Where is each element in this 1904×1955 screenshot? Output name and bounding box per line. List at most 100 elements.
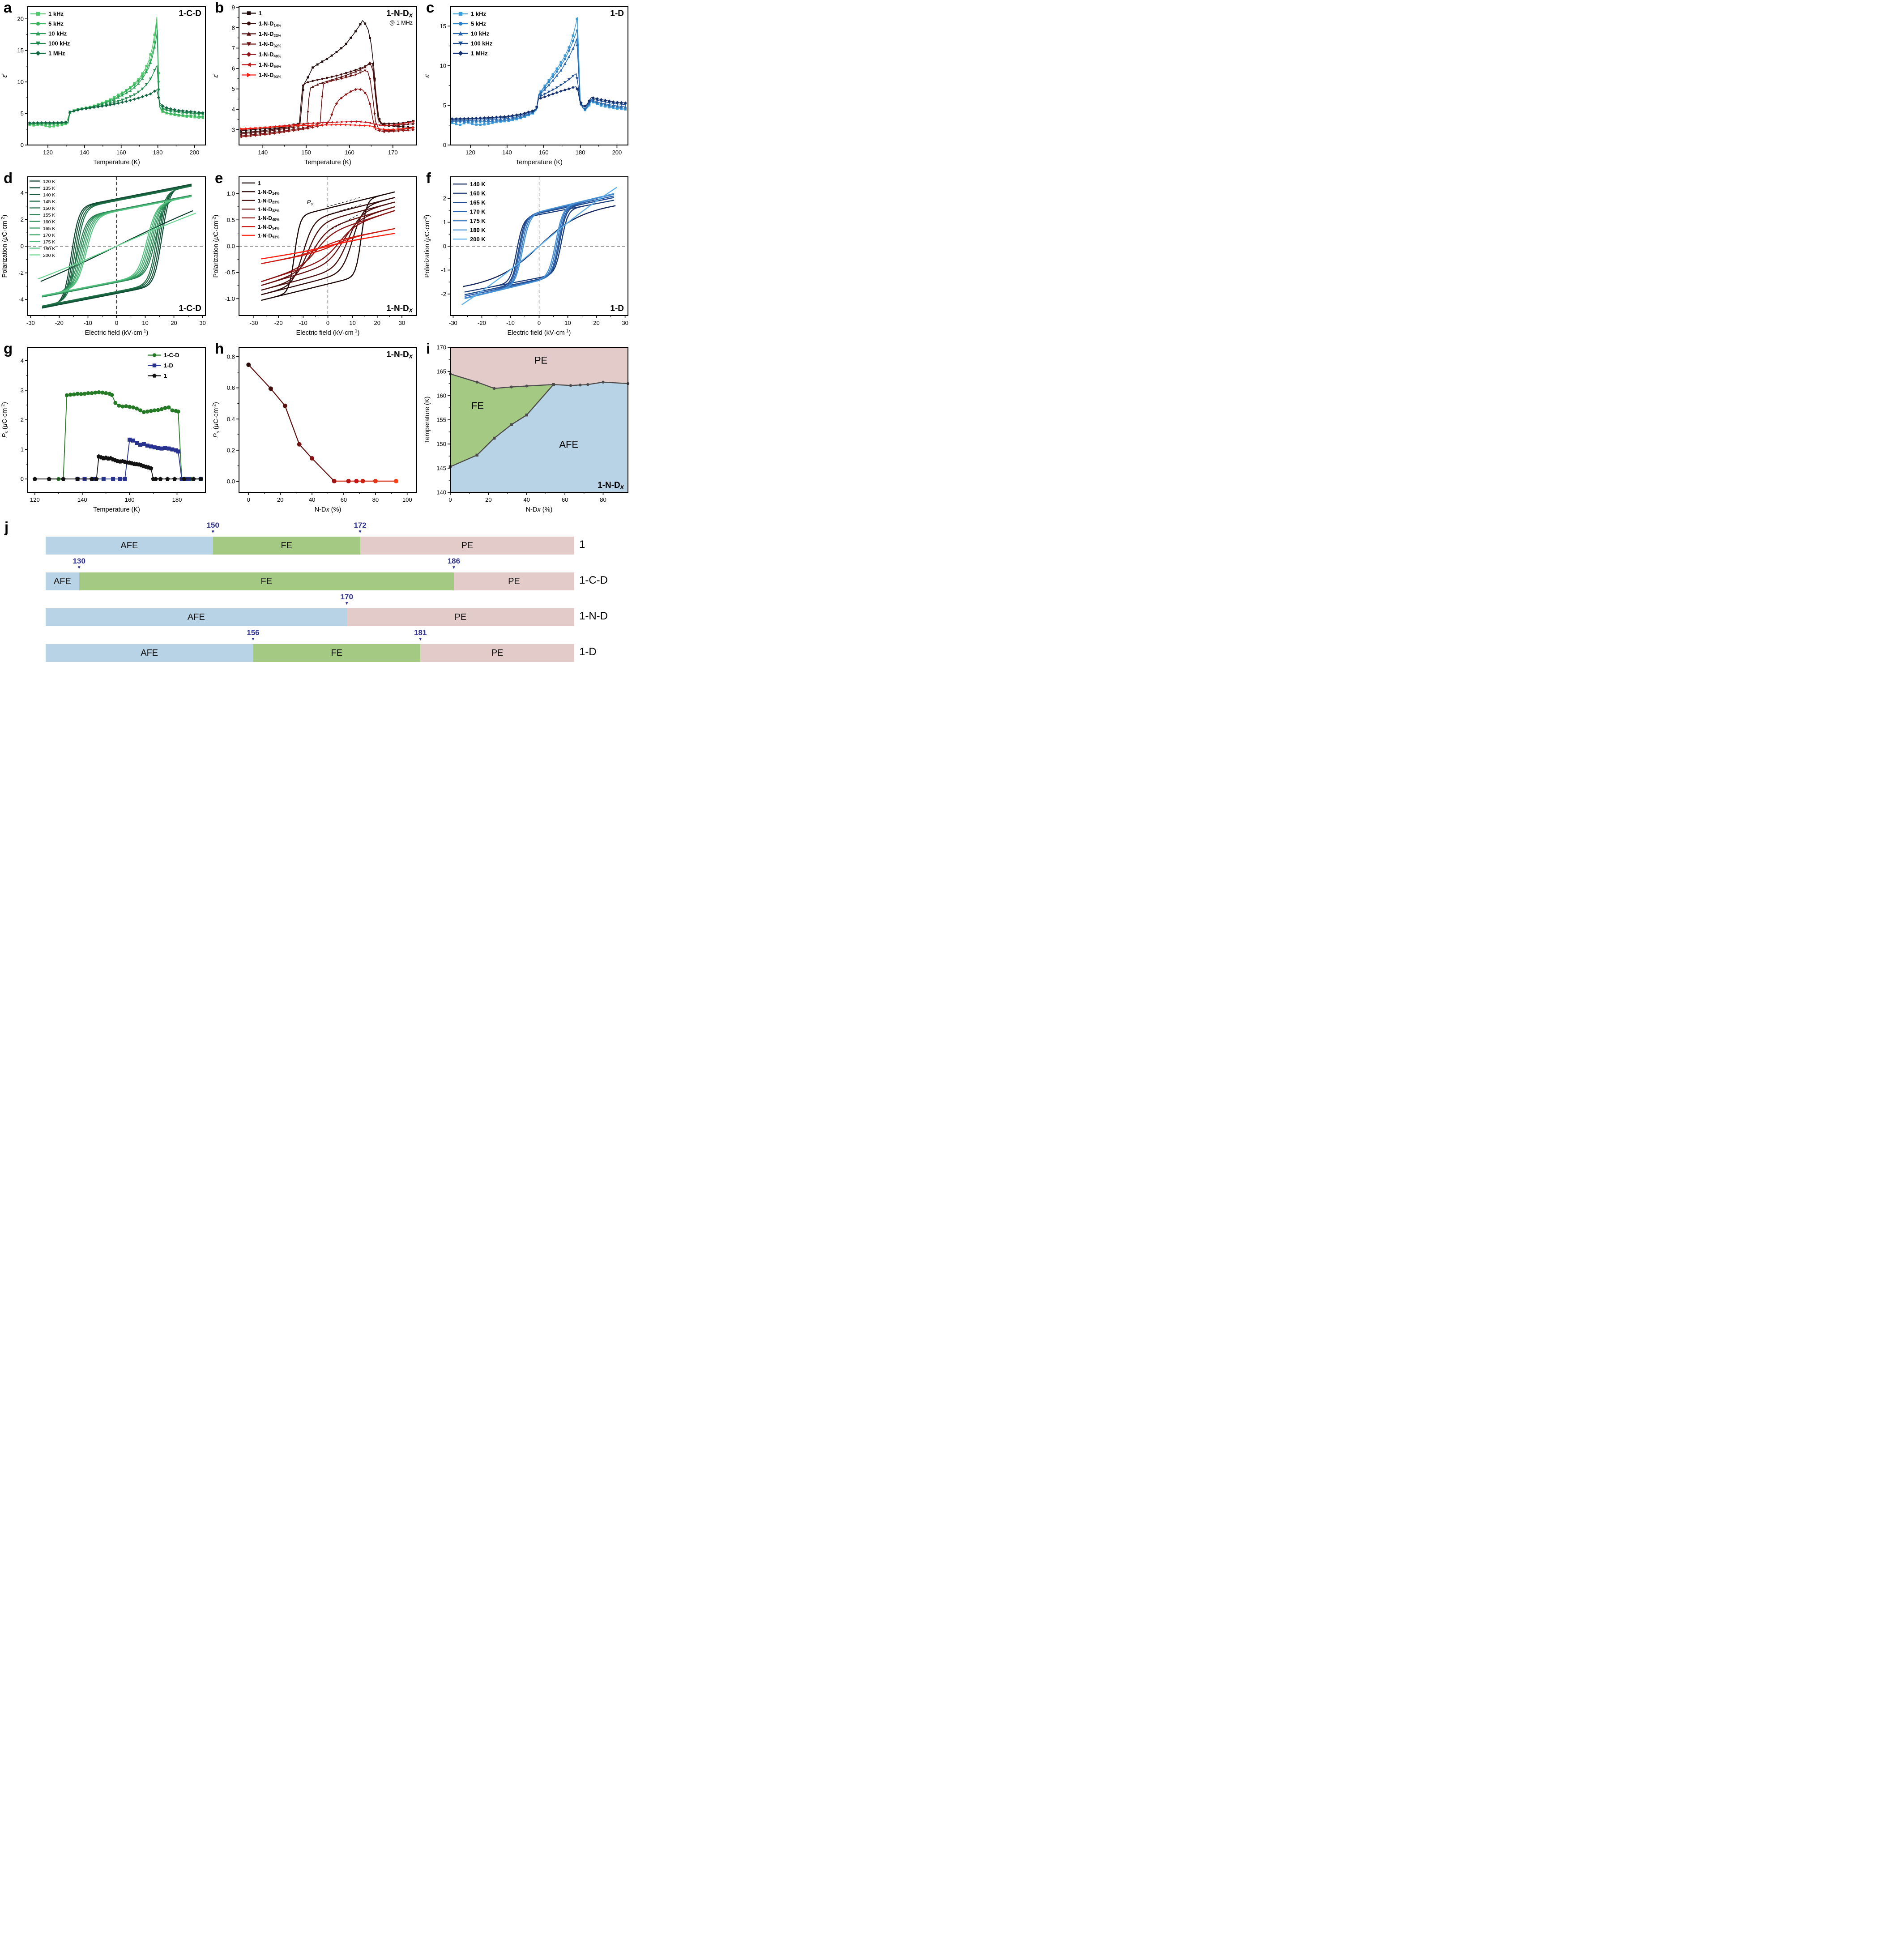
svg-text:10 kHz: 10 kHz	[48, 30, 67, 37]
svg-text:2: 2	[21, 417, 24, 423]
svg-text:100 kHz: 100 kHz	[471, 40, 493, 47]
svg-text:140: 140	[436, 489, 446, 496]
transition-markers: 170 ▼	[46, 593, 574, 608]
compound-name: 1-C-D	[579, 574, 608, 586]
svg-text:160: 160	[345, 149, 354, 156]
svg-text:ε′: ε′	[1, 73, 9, 77]
svg-text:1-D: 1-D	[164, 362, 173, 369]
svg-text:140 K: 140 K	[43, 192, 55, 198]
svg-text:1-N-D93%: 1-N-D93%	[258, 232, 280, 239]
svg-text:1-N-Dx: 1-N-Dx	[386, 9, 413, 19]
panel-j-body: 150 ▼ 172 ▼ AFE FE PE 1 130 ▼ 186 ▼ AFE FE PE 1-C-D 170 ▼…	[46, 521, 608, 665]
svg-text:5: 5	[232, 85, 235, 92]
svg-text:10: 10	[440, 62, 446, 69]
svg-text:-1.0: -1.0	[225, 295, 235, 302]
panel-b-chart: 140 150 160 170 3 4 5 6 7 8 9 Temperature (K) ε′ 1-N-…	[213, 4, 417, 166]
svg-text:155: 155	[436, 417, 446, 423]
svg-text:-10: -10	[299, 320, 307, 326]
svg-text:1-N-D54%: 1-N-D54%	[258, 224, 280, 231]
svg-text:8: 8	[232, 24, 235, 31]
svg-text:20: 20	[17, 16, 24, 22]
svg-text:20: 20	[593, 320, 599, 326]
panel-letter-g: g	[4, 340, 13, 357]
svg-text:160: 160	[125, 496, 135, 503]
panel-letter-h: h	[215, 340, 224, 357]
svg-text:Polarization (μC·cm-2): Polarization (μC·cm-2)	[0, 215, 9, 278]
svg-text:Ps (μC·cm-2): Ps (μC·cm-2)	[212, 402, 220, 438]
svg-text:5: 5	[21, 110, 24, 117]
svg-text:135 K: 135 K	[43, 186, 55, 191]
transition-marker: 172 ▼	[348, 521, 373, 534]
svg-text:30: 30	[622, 320, 628, 326]
svg-text:80: 80	[372, 496, 379, 503]
transition-markers: 130 ▼ 186 ▼	[46, 557, 574, 572]
phase-bar-row: 170 ▼ AFE PE 1-N-D	[46, 593, 608, 629]
svg-text:20: 20	[485, 496, 491, 503]
svg-text:60: 60	[341, 496, 347, 503]
svg-text:120: 120	[465, 149, 475, 156]
phase-segment-fe: FE	[213, 537, 360, 555]
phase-segment-pe: PE	[346, 608, 574, 626]
svg-text:40: 40	[524, 496, 530, 503]
phase-segment-pe: PE	[420, 644, 574, 662]
down-triangle-icon: ▼	[344, 601, 349, 606]
svg-text:170: 170	[436, 344, 446, 351]
svg-text:1-D: 1-D	[610, 9, 624, 18]
svg-text:20: 20	[171, 320, 177, 326]
svg-text:PE: PE	[534, 355, 547, 366]
svg-text:170: 170	[388, 149, 398, 156]
svg-text:1-N-D32%: 1-N-D32%	[259, 41, 282, 48]
svg-text:1: 1	[443, 219, 446, 226]
svg-text:170 K: 170 K	[470, 208, 486, 215]
panel-letter-d: d	[4, 170, 13, 186]
svg-text:1.0: 1.0	[227, 190, 235, 197]
svg-text:4: 4	[21, 189, 24, 196]
panel-grid: a 120 140 160 180 200 0 5 10 15 20 Temperature (K)…	[0, 0, 635, 518]
svg-text:1 kHz: 1 kHz	[471, 11, 486, 17]
svg-text:Ps: Ps	[307, 199, 313, 206]
svg-text:140: 140	[258, 149, 268, 156]
panel-letter-j: j	[4, 519, 9, 535]
svg-text:ε′: ε′	[213, 73, 220, 77]
panel-letter-i: i	[426, 340, 431, 357]
panel-d: d -30 -20 -10 0 10 20 30 -4 -2 0 2 4 Electric field …	[0, 171, 211, 341]
svg-text:-10: -10	[506, 320, 515, 326]
panel-f: f -30 -20 -10 0 10 20 30 -2 -1 0 1 2 Electric field …	[423, 171, 634, 341]
svg-text:20: 20	[277, 496, 283, 503]
svg-text:60: 60	[562, 496, 568, 503]
compound-name: 1-N-D	[579, 610, 608, 622]
svg-text:1 MHz: 1 MHz	[471, 50, 488, 57]
svg-text:5 kHz: 5 kHz	[471, 21, 486, 27]
svg-text:9: 9	[232, 4, 235, 11]
down-triangle-icon: ▼	[451, 565, 456, 570]
svg-text:Ps (μC·cm-2): Ps (μC·cm-2)	[0, 402, 9, 438]
svg-text:165: 165	[436, 368, 446, 375]
svg-text:165 K: 165 K	[43, 226, 55, 231]
svg-text:0: 0	[21, 243, 24, 250]
transition-temperature: 130	[73, 557, 85, 565]
transition-marker: 130 ▼	[67, 557, 92, 570]
svg-text:160: 160	[116, 149, 126, 156]
panel-i: i PE FE AFE 0 20 40 60 80 140 145 150 155 160 165 170 N…	[423, 341, 634, 518]
svg-text:160: 160	[539, 149, 549, 156]
svg-text:1 kHz: 1 kHz	[48, 11, 64, 17]
svg-text:6: 6	[232, 65, 235, 72]
svg-text:Temperature (K): Temperature (K)	[516, 159, 563, 166]
svg-text:5 kHz: 5 kHz	[48, 21, 64, 27]
svg-text:2: 2	[443, 195, 446, 202]
svg-text:-0.5: -0.5	[225, 269, 235, 276]
panel-letter-b: b	[215, 0, 224, 16]
phase-segment-fe: FE	[253, 644, 421, 662]
svg-text:10: 10	[564, 320, 571, 326]
svg-text:180: 180	[153, 149, 163, 156]
panel-letter-e: e	[215, 170, 223, 186]
svg-text:0: 0	[448, 496, 452, 503]
svg-text:10: 10	[349, 320, 355, 326]
svg-text:180 K: 180 K	[43, 246, 55, 252]
down-triangle-icon: ▼	[418, 637, 423, 642]
svg-text:0: 0	[21, 476, 24, 482]
phase-segment-afe: AFE	[46, 644, 253, 662]
svg-text:1-N-Dx: 1-N-Dx	[386, 304, 413, 314]
svg-text:5: 5	[443, 102, 446, 109]
svg-text:165 K: 165 K	[470, 199, 486, 206]
